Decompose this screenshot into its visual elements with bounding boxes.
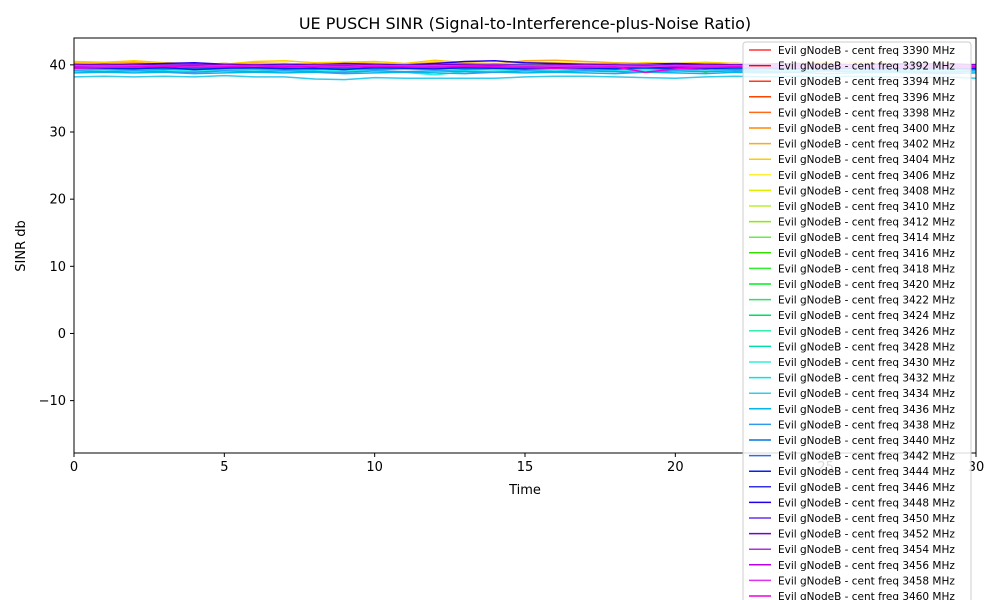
legend-entry: Evil gNodeB - cent freq 3428 MHz: [749, 341, 955, 353]
legend-entry: Evil gNodeB - cent freq 3414 MHz: [749, 232, 955, 244]
legend-entry: Evil gNodeB - cent freq 3402 MHz: [749, 139, 955, 151]
legend-label: Evil gNodeB - cent freq 3440 MHz: [778, 435, 955, 447]
legend-entry: Evil gNodeB - cent freq 3432 MHz: [749, 373, 955, 385]
y-tick-label: 10: [49, 260, 66, 275]
x-tick-label: 30: [968, 460, 985, 475]
legend-entry: Evil gNodeB - cent freq 3424 MHz: [749, 310, 955, 322]
legend-entry: Evil gNodeB - cent freq 3408 MHz: [749, 185, 955, 197]
legend-label: Evil gNodeB - cent freq 3436 MHz: [778, 404, 955, 416]
legend-entry: Evil gNodeB - cent freq 3450 MHz: [749, 513, 955, 525]
legend-label: Evil gNodeB - cent freq 3410 MHz: [778, 201, 955, 213]
legend-label: Evil gNodeB - cent freq 3444 MHz: [778, 466, 955, 478]
legend-label: Evil gNodeB - cent freq 3422 MHz: [778, 295, 955, 307]
legend-label: Evil gNodeB - cent freq 3406 MHz: [778, 170, 955, 182]
legend-label: Evil gNodeB - cent freq 3456 MHz: [778, 560, 955, 572]
legend-entry: Evil gNodeB - cent freq 3426 MHz: [749, 326, 955, 338]
legend-entry: Evil gNodeB - cent freq 3440 MHz: [749, 435, 955, 447]
chart-title: UE PUSCH SINR (Signal-to-Interference-pl…: [299, 14, 751, 33]
legend-entry: Evil gNodeB - cent freq 3406 MHz: [749, 170, 955, 182]
legend-label: Evil gNodeB - cent freq 3396 MHz: [778, 92, 955, 104]
x-tick-label: 20: [667, 460, 684, 475]
legend-entry: Evil gNodeB - cent freq 3412 MHz: [749, 217, 955, 229]
y-tick-label: 40: [49, 58, 66, 73]
y-tick-label: −10: [39, 394, 66, 409]
legend-entry: Evil gNodeB - cent freq 3398 MHz: [749, 107, 955, 119]
legend-label: Evil gNodeB - cent freq 3390 MHz: [778, 45, 955, 57]
legend-entry: Evil gNodeB - cent freq 3410 MHz: [749, 201, 955, 213]
legend-label: Evil gNodeB - cent freq 3454 MHz: [778, 544, 955, 556]
legend-entry: Evil gNodeB - cent freq 3436 MHz: [749, 404, 955, 416]
legend-label: Evil gNodeB - cent freq 3434 MHz: [778, 388, 955, 400]
legend-label: Evil gNodeB - cent freq 3458 MHz: [778, 575, 955, 587]
legend-label: Evil gNodeB - cent freq 3394 MHz: [778, 76, 955, 88]
legend-entry: Evil gNodeB - cent freq 3404 MHz: [749, 154, 955, 166]
legend-label: Evil gNodeB - cent freq 3424 MHz: [778, 310, 955, 322]
legend-label: Evil gNodeB - cent freq 3446 MHz: [778, 482, 955, 494]
legend-label: Evil gNodeB - cent freq 3450 MHz: [778, 513, 955, 525]
legend-entry: Evil gNodeB - cent freq 3438 MHz: [749, 419, 955, 431]
legend-entry: Evil gNodeB - cent freq 3456 MHz: [749, 560, 955, 572]
x-tick-label: 10: [366, 460, 383, 475]
legend-entry: Evil gNodeB - cent freq 3416 MHz: [749, 248, 955, 260]
legend-label: Evil gNodeB - cent freq 3412 MHz: [778, 217, 955, 229]
legend-label: Evil gNodeB - cent freq 3398 MHz: [778, 107, 955, 119]
legend-entry: Evil gNodeB - cent freq 3418 MHz: [749, 263, 955, 275]
legend-entry: Evil gNodeB - cent freq 3458 MHz: [749, 575, 955, 587]
legend-entry: Evil gNodeB - cent freq 3396 MHz: [749, 92, 955, 104]
y-tick-label: 30: [49, 126, 66, 141]
y-tick-label: 0: [58, 327, 66, 342]
y-axis: −10 0 10 20 30 40: [39, 58, 74, 409]
legend-entry: Evil gNodeB - cent freq 3400 MHz: [749, 123, 955, 135]
legend-entry: Evil gNodeB - cent freq 3420 MHz: [749, 279, 955, 291]
legend-label: Evil gNodeB - cent freq 3432 MHz: [778, 373, 955, 385]
legend-label: Evil gNodeB - cent freq 3430 MHz: [778, 357, 955, 369]
x-tick-label: 5: [220, 460, 228, 475]
legend-label: Evil gNodeB - cent freq 3460 MHz: [778, 591, 955, 600]
legend-entry: Evil gNodeB - cent freq 3434 MHz: [749, 388, 955, 400]
legend-entry: Evil gNodeB - cent freq 3460 MHz: [749, 591, 955, 600]
legend-entry: Evil gNodeB - cent freq 3448 MHz: [749, 497, 955, 509]
legend-entry: Evil gNodeB - cent freq 3392 MHz: [749, 61, 955, 73]
legend-label: Evil gNodeB - cent freq 3400 MHz: [778, 123, 955, 135]
legend-label: Evil gNodeB - cent freq 3418 MHz: [778, 263, 955, 275]
legend-entry: Evil gNodeB - cent freq 3446 MHz: [749, 482, 955, 494]
legend-entry: Evil gNodeB - cent freq 3444 MHz: [749, 466, 955, 478]
y-tick-label: 20: [49, 193, 66, 208]
y-axis-label: SINR db: [14, 220, 29, 271]
legend-entry: Evil gNodeB - cent freq 3394 MHz: [749, 76, 955, 88]
legend-label: Evil gNodeB - cent freq 3448 MHz: [778, 497, 955, 509]
legend-entry: Evil gNodeB - cent freq 3430 MHz: [749, 357, 955, 369]
x-tick-label: 0: [70, 460, 78, 475]
legend-box: [742, 41, 972, 600]
legend-label: Evil gNodeB - cent freq 3442 MHz: [778, 451, 955, 463]
legend-label: Evil gNodeB - cent freq 3420 MHz: [778, 279, 955, 291]
legend-label: Evil gNodeB - cent freq 3438 MHz: [778, 419, 955, 431]
legend-label: Evil gNodeB - cent freq 3452 MHz: [778, 529, 955, 541]
legend-label: Evil gNodeB - cent freq 3414 MHz: [778, 232, 955, 244]
legend-label: Evil gNodeB - cent freq 3428 MHz: [778, 341, 955, 353]
legend-entry: Evil gNodeB - cent freq 3390 MHz: [749, 45, 955, 57]
legend-entry: Evil gNodeB - cent freq 3454 MHz: [749, 544, 955, 556]
legend-entry: Evil gNodeB - cent freq 3422 MHz: [749, 295, 955, 307]
legend-label: Evil gNodeB - cent freq 3416 MHz: [778, 248, 955, 260]
legend-entry: Evil gNodeB - cent freq 3442 MHz: [749, 451, 955, 463]
legend-label: Evil gNodeB - cent freq 3408 MHz: [778, 185, 955, 197]
legend-label: Evil gNodeB - cent freq 3402 MHz: [778, 139, 955, 151]
legend: Evil gNodeB - cent freq 3390 MHz Evil gNo…: [742, 41, 972, 600]
legend-label: Evil gNodeB - cent freq 3404 MHz: [778, 154, 955, 166]
x-axis-label: Time: [508, 483, 541, 498]
x-tick-label: 15: [517, 460, 534, 475]
legend-entry: Evil gNodeB - cent freq 3452 MHz: [749, 529, 955, 541]
legend-label: Evil gNodeB - cent freq 3392 MHz: [778, 61, 955, 73]
legend-label: Evil gNodeB - cent freq 3426 MHz: [778, 326, 955, 338]
